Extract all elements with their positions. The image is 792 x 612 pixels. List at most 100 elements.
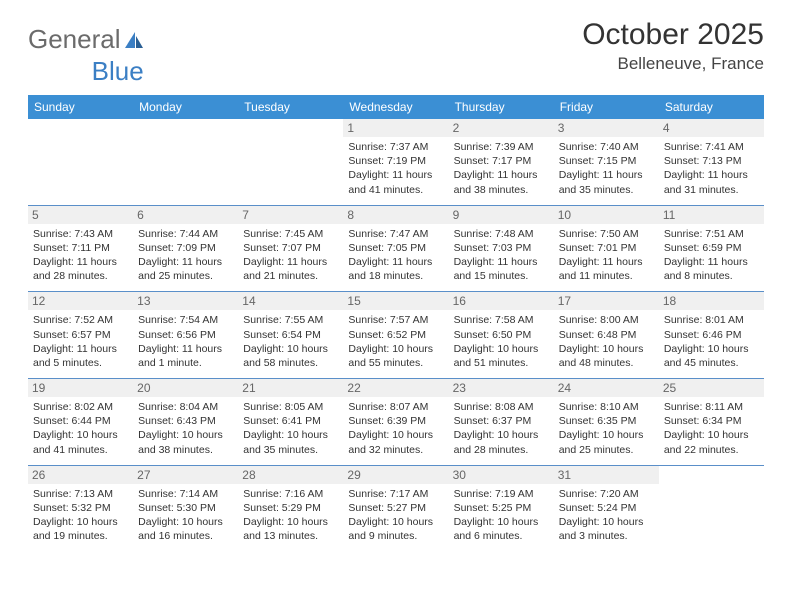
day-details: Sunrise: 7:57 AMSunset: 6:52 PMDaylight:… — [348, 313, 443, 370]
sunset-text: Sunset: 7:09 PM — [138, 241, 233, 255]
day-cell — [659, 465, 764, 551]
day-details: Sunrise: 8:05 AMSunset: 6:41 PMDaylight:… — [243, 400, 338, 457]
daylight-text: Daylight: 10 hours and 58 minutes. — [243, 342, 338, 370]
sunrise-text: Sunrise: 7:19 AM — [454, 487, 549, 501]
daylight-text: Daylight: 11 hours and 35 minutes. — [559, 168, 654, 196]
daylight-text: Daylight: 11 hours and 8 minutes. — [664, 255, 759, 283]
day-cell: 17Sunrise: 8:00 AMSunset: 6:48 PMDayligh… — [554, 292, 659, 379]
day-cell: 4Sunrise: 7:41 AMSunset: 7:13 PMDaylight… — [659, 119, 764, 205]
sunset-text: Sunset: 6:43 PM — [138, 414, 233, 428]
sunset-text: Sunset: 6:39 PM — [348, 414, 443, 428]
day-number: 18 — [659, 292, 764, 310]
day-details: Sunrise: 8:00 AMSunset: 6:48 PMDaylight:… — [559, 313, 654, 370]
sunrise-text: Sunrise: 8:11 AM — [664, 400, 759, 414]
sunset-text: Sunset: 7:07 PM — [243, 241, 338, 255]
sail-icon — [123, 30, 145, 50]
day-number: 3 — [554, 119, 659, 137]
day-cell: 10Sunrise: 7:50 AMSunset: 7:01 PMDayligh… — [554, 205, 659, 292]
day-number: 29 — [343, 466, 448, 484]
day-details: Sunrise: 8:04 AMSunset: 6:43 PMDaylight:… — [138, 400, 233, 457]
day-header: Thursday — [449, 95, 554, 119]
day-details: Sunrise: 7:40 AMSunset: 7:15 PMDaylight:… — [559, 140, 654, 197]
week-row: 5 Sunrise: 7:43 AMSunset: 7:11 PMDaylight… — [28, 205, 764, 292]
sunrise-text: Sunrise: 7:40 AM — [559, 140, 654, 154]
daylight-text: Daylight: 10 hours and 6 minutes. — [454, 515, 549, 543]
sunrise-text: Sunrise: 8:00 AM — [559, 313, 654, 327]
day-cell: 13Sunrise: 7:54 AMSunset: 6:56 PMDayligh… — [133, 292, 238, 379]
sunset-text: Sunset: 6:56 PM — [138, 328, 233, 342]
sunrise-text: Sunrise: 7:20 AM — [559, 487, 654, 501]
sunset-text: Sunset: 7:19 PM — [348, 154, 443, 168]
daylight-text: Daylight: 11 hours and 5 minutes. — [33, 342, 128, 370]
sunrise-text: Sunrise: 8:05 AM — [243, 400, 338, 414]
sunrise-text: Sunrise: 7:52 AM — [33, 313, 128, 327]
day-header: Sunday — [28, 95, 133, 119]
day-number: 24 — [554, 379, 659, 397]
day-number: 28 — [238, 466, 343, 484]
sunset-text: Sunset: 7:11 PM — [33, 241, 128, 255]
day-number: 5 — [28, 206, 133, 224]
day-number: 19 — [28, 379, 133, 397]
daylight-text: Daylight: 10 hours and 25 minutes. — [559, 428, 654, 456]
daylight-text: Daylight: 11 hours and 11 minutes. — [559, 255, 654, 283]
day-header: Friday — [554, 95, 659, 119]
daylight-text: Daylight: 11 hours and 38 minutes. — [454, 168, 549, 196]
daylight-text: Daylight: 10 hours and 55 minutes. — [348, 342, 443, 370]
sunset-text: Sunset: 7:05 PM — [348, 241, 443, 255]
day-cell: 21Sunrise: 8:05 AMSunset: 6:41 PMDayligh… — [238, 379, 343, 466]
sunrise-text: Sunrise: 7:57 AM — [348, 313, 443, 327]
sunrise-text: Sunrise: 7:47 AM — [348, 227, 443, 241]
day-details: Sunrise: 7:14 AMSunset: 5:30 PMDaylight:… — [138, 487, 233, 544]
daylight-text: Daylight: 10 hours and 41 minutes. — [33, 428, 128, 456]
day-cell: 25Sunrise: 8:11 AMSunset: 6:34 PMDayligh… — [659, 379, 764, 466]
daylight-text: Daylight: 11 hours and 1 minute. — [138, 342, 233, 370]
sunset-text: Sunset: 6:41 PM — [243, 414, 338, 428]
day-details: Sunrise: 7:52 AMSunset: 6:57 PMDaylight:… — [33, 313, 128, 370]
day-number: 20 — [133, 379, 238, 397]
day-number: 27 — [133, 466, 238, 484]
day-cell: 2Sunrise: 7:39 AMSunset: 7:17 PMDaylight… — [449, 119, 554, 205]
calendar-table: Sunday Monday Tuesday Wednesday Thursday… — [28, 95, 764, 551]
sunset-text: Sunset: 7:15 PM — [559, 154, 654, 168]
day-cell: 19Sunrise: 8:02 AMSunset: 6:44 PMDayligh… — [28, 379, 133, 466]
day-cell: 11Sunrise: 7:51 AMSunset: 6:59 PMDayligh… — [659, 205, 764, 292]
day-cell: 20 Sunrise: 8:04 AMSunset: 6:43 PMDayligh… — [133, 379, 238, 466]
day-number: 31 — [554, 466, 659, 484]
day-cell: 1Sunrise: 7:37 AMSunset: 7:19 PMDaylight… — [343, 119, 448, 205]
sunset-text: Sunset: 6:54 PM — [243, 328, 338, 342]
week-row: 26Sunrise: 7:13 AMSunset: 5:32 PMDayligh… — [28, 465, 764, 551]
day-cell: 23Sunrise: 8:08 AMSunset: 6:37 PMDayligh… — [449, 379, 554, 466]
sunset-text: Sunset: 6:52 PM — [348, 328, 443, 342]
sunset-text: Sunset: 5:29 PM — [243, 501, 338, 515]
sunset-text: Sunset: 5:32 PM — [33, 501, 128, 515]
sunrise-text: Sunrise: 8:10 AM — [559, 400, 654, 414]
sunrise-text: Sunrise: 7:16 AM — [243, 487, 338, 501]
week-row: 1Sunrise: 7:37 AMSunset: 7:19 PMDaylight… — [28, 119, 764, 205]
day-details: Sunrise: 7:58 AMSunset: 6:50 PMDaylight:… — [454, 313, 549, 370]
daylight-text: Daylight: 10 hours and 45 minutes. — [664, 342, 759, 370]
daylight-text: Daylight: 10 hours and 35 minutes. — [243, 428, 338, 456]
day-number: 23 — [449, 379, 554, 397]
day-details: Sunrise: 7:20 AMSunset: 5:24 PMDaylight:… — [559, 487, 654, 544]
sunrise-text: Sunrise: 7:41 AM — [664, 140, 759, 154]
daylight-text: Daylight: 10 hours and 9 minutes. — [348, 515, 443, 543]
sunset-text: Sunset: 6:44 PM — [33, 414, 128, 428]
sunrise-text: Sunrise: 7:37 AM — [348, 140, 443, 154]
daylight-text: Daylight: 11 hours and 15 minutes. — [454, 255, 549, 283]
sunrise-text: Sunrise: 8:01 AM — [664, 313, 759, 327]
day-details: Sunrise: 8:11 AMSunset: 6:34 PMDaylight:… — [664, 400, 759, 457]
sunset-text: Sunset: 5:30 PM — [138, 501, 233, 515]
day-cell: 12 Sunrise: 7:52 AMSunset: 6:57 PMDayligh… — [28, 292, 133, 379]
day-number: 12 — [28, 292, 133, 310]
day-number: 9 — [449, 206, 554, 224]
daylight-text: Daylight: 10 hours and 32 minutes. — [348, 428, 443, 456]
sunrise-text: Sunrise: 7:58 AM — [454, 313, 549, 327]
sunset-text: Sunset: 7:17 PM — [454, 154, 549, 168]
sunrise-text: Sunrise: 7:50 AM — [559, 227, 654, 241]
day-cell: 6Sunrise: 7:44 AMSunset: 7:09 PMDaylight… — [133, 205, 238, 292]
day-details: Sunrise: 7:43 AMSunset: 7:11 PMDaylight:… — [33, 227, 128, 284]
day-details: Sunrise: 7:54 AMSunset: 6:56 PMDaylight:… — [138, 313, 233, 370]
brand-logo: General — [28, 24, 145, 55]
day-number: 7 — [238, 206, 343, 224]
day-details: Sunrise: 7:50 AMSunset: 7:01 PMDaylight:… — [559, 227, 654, 284]
